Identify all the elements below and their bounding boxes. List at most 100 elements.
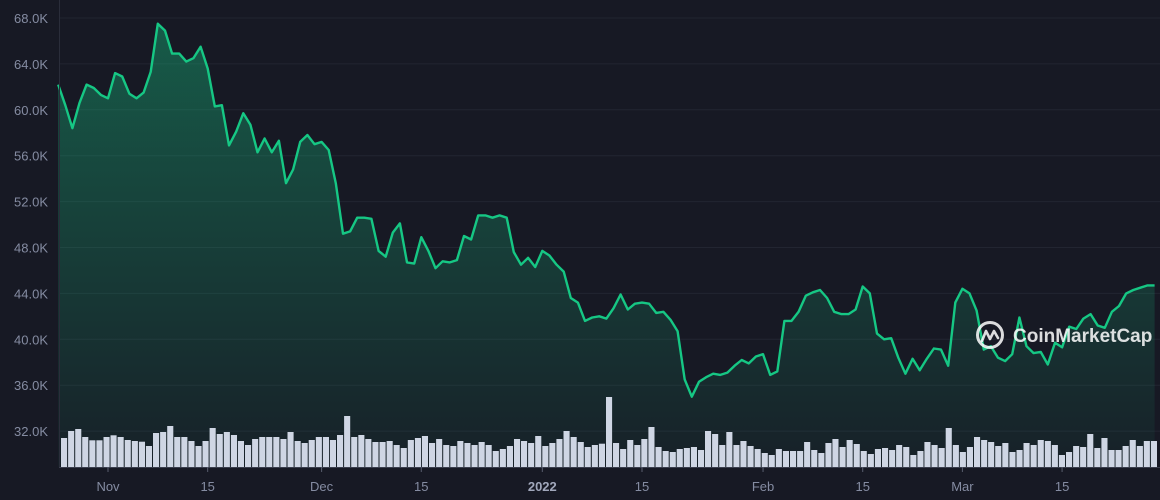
volume-bar [903, 447, 910, 467]
volume-bar [89, 440, 96, 467]
x-tick-label: 15 [635, 479, 649, 494]
volume-bar [153, 433, 160, 467]
volume-bar [344, 416, 351, 467]
volume-bar [634, 445, 641, 467]
y-tick-label: 48.0K [14, 241, 48, 256]
volume-bar [499, 449, 506, 467]
volume-bar [690, 447, 697, 467]
volume-bar [443, 445, 450, 467]
x-tick-label: 2022 [528, 479, 557, 494]
volume-bar [273, 437, 280, 467]
y-tick-label: 52.0K [14, 195, 48, 210]
volume-bar [379, 442, 386, 467]
volume-bar [365, 439, 372, 467]
volume-bar [457, 441, 464, 467]
volume-bar [782, 451, 789, 467]
volume-bar [584, 447, 591, 467]
volume-bar [337, 435, 344, 467]
volume-bar [1016, 450, 1023, 467]
volume-bar [1101, 438, 1108, 467]
volume-bar [485, 445, 492, 467]
volume-bar [549, 443, 556, 467]
x-tick-label: Dec [310, 479, 334, 494]
volume-bar [110, 435, 117, 467]
volume-bar [1143, 441, 1150, 467]
volume-bar [478, 442, 485, 467]
volume-bar [669, 452, 676, 467]
volume-bar [287, 432, 294, 467]
volume-bar [613, 443, 620, 467]
y-tick-label: 40.0K [14, 332, 48, 347]
volume-bar [329, 440, 336, 467]
price-area-fill [58, 23, 1155, 467]
volume-bar [1058, 455, 1065, 467]
volume-bar [145, 446, 152, 467]
volume-bar [931, 445, 938, 467]
y-tick-label: 60.0K [14, 103, 48, 118]
volume-bar [945, 428, 952, 467]
volume-bar [754, 449, 761, 467]
volume-bar [1030, 445, 1037, 467]
volume-bar [216, 434, 223, 467]
volume-bar [882, 448, 889, 467]
volume-bar [747, 446, 754, 467]
volume-bar [535, 436, 542, 467]
volume-bar [1094, 448, 1101, 467]
volume-bar [521, 441, 528, 467]
volume-bar [966, 447, 973, 467]
x-tick-label: Mar [951, 479, 974, 494]
x-tick-label: Nov [96, 479, 120, 494]
volume-bar [167, 426, 174, 467]
volume-bar [117, 437, 124, 467]
volume-bar [1136, 446, 1143, 467]
volume-bar [308, 440, 315, 467]
volume-bar [874, 449, 881, 467]
volume-bar [103, 437, 110, 467]
volume-bar [407, 440, 414, 467]
volume-bar [988, 442, 995, 467]
volume-bar [648, 427, 655, 467]
volume-bar [1023, 443, 1030, 467]
volume-bar [82, 437, 89, 467]
volume-bar [358, 435, 365, 467]
volume-bar [761, 453, 768, 467]
volume-bar [181, 437, 188, 467]
volume-bar [598, 443, 605, 467]
volume-bar [301, 443, 308, 467]
volume-bar [712, 434, 719, 467]
volume-bar [75, 429, 82, 467]
volume-bar [620, 449, 627, 467]
volume-bar [938, 448, 945, 467]
volume-bar [917, 451, 924, 467]
volume-bar [528, 443, 535, 467]
volume-bar [1150, 441, 1157, 467]
volume-bar [429, 443, 436, 467]
volume-bar [68, 431, 75, 467]
volume-bar [775, 449, 782, 467]
x-tick-label: 15 [1055, 479, 1069, 494]
volume-bar [705, 431, 712, 467]
x-tick-label: 15 [414, 479, 428, 494]
volume-bar [726, 432, 733, 467]
volume-bar [223, 432, 230, 467]
price-line [57, 22, 1155, 398]
volume-bar [1066, 452, 1073, 467]
volume-bar [351, 437, 358, 467]
volume-bar [846, 440, 853, 467]
volume-bar [237, 441, 244, 467]
volume-bar [832, 439, 839, 467]
volume-bar [1002, 443, 1009, 467]
y-tick-label: 64.0K [14, 57, 48, 72]
x-tick-label: 15 [200, 479, 214, 494]
volume-bar [804, 442, 811, 467]
x-tick-label: Feb [752, 479, 774, 494]
watermark-text: CoinMarketCap [1013, 326, 1152, 347]
volume-bar [570, 437, 577, 467]
volume-bar [952, 445, 959, 467]
volume-bar [471, 445, 478, 467]
x-axis: Nov 15 Dec 15 2022 15 Feb 15 Mar 15 [96, 467, 1069, 494]
volume-bar [768, 455, 775, 467]
volume-bar [683, 448, 690, 467]
volume-bar [131, 441, 138, 467]
